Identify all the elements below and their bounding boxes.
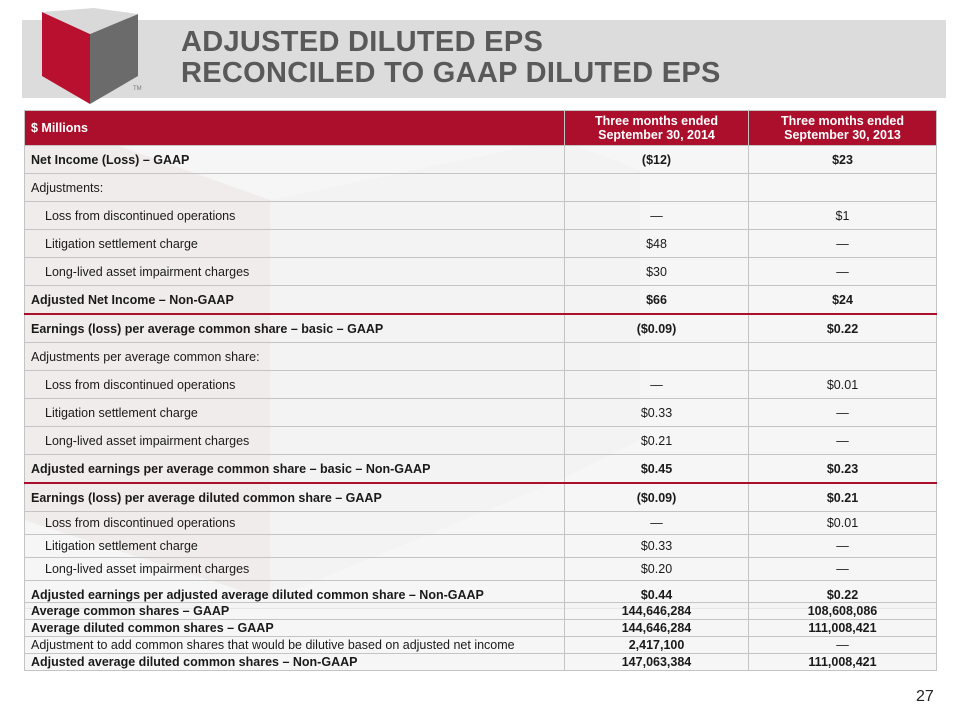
table-header-row: $ Millions Three months ended September … xyxy=(24,110,937,146)
table-row: Litigation settlement charge $0.33 — xyxy=(24,534,937,558)
value-2013: $0.01 xyxy=(748,511,937,535)
table-row: Litigation settlement charge $48 — xyxy=(24,229,937,258)
row-label: Long-lived asset impairment charges xyxy=(24,426,565,455)
row-label: Earnings (loss) per average diluted comm… xyxy=(24,482,565,512)
value-2014: $0.33 xyxy=(564,398,749,427)
value-2013: $24 xyxy=(748,285,937,315)
value-2013: 111,008,421 xyxy=(748,619,937,637)
row-label: Average common shares – GAAP xyxy=(24,602,565,620)
value-2013: $0.01 xyxy=(748,370,937,399)
value-2013: — xyxy=(748,534,937,558)
value-2013: — xyxy=(748,398,937,427)
value-2014: $0.45 xyxy=(564,454,749,484)
header-millions: $ Millions xyxy=(24,110,565,146)
table-row: Long-lived asset impairment charges $0.2… xyxy=(24,426,937,455)
header-2013: Three months ended September 30, 2013 xyxy=(748,110,937,146)
table-row: Long-lived asset impairment charges $0.2… xyxy=(24,557,937,581)
row-label: Loss from discontinued operations xyxy=(24,511,565,535)
value-2014: — xyxy=(564,370,749,399)
table-row: Average diluted common shares – GAAP 144… xyxy=(24,619,937,637)
value-2013: $0.23 xyxy=(748,454,937,484)
table-row: Average common shares – GAAP 144,646,284… xyxy=(24,602,937,620)
table-row: Loss from discontinued operations — $1 xyxy=(24,201,937,230)
value-2014: 147,063,384 xyxy=(564,653,749,671)
eps-reconciliation-table: $ Millions Three months ended September … xyxy=(24,110,937,609)
table-row: Loss from discontinued operations — $0.0… xyxy=(24,511,937,535)
row-label: Loss from discontinued operations xyxy=(24,201,565,230)
table-row: Adjustments per average common share: xyxy=(24,342,937,371)
row-label: Adjustments per average common share: xyxy=(24,342,565,371)
page-number: 27 xyxy=(916,688,934,705)
value-2013: — xyxy=(748,229,937,258)
row-label: Adjusted Net Income – Non-GAAP xyxy=(24,285,565,315)
table-row: Net Income (Loss) – GAAP ($12) $23 xyxy=(24,145,937,174)
row-label: Litigation settlement charge xyxy=(24,534,565,558)
row-label: Net Income (Loss) – GAAP xyxy=(24,145,565,174)
table-row: Litigation settlement charge $0.33 — xyxy=(24,398,937,427)
value-2013: 108,608,086 xyxy=(748,602,937,620)
value-2013: $1 xyxy=(748,201,937,230)
value-2014: — xyxy=(564,511,749,535)
table-row: Adjusted earnings per average common sha… xyxy=(24,454,937,484)
value-2014: — xyxy=(564,201,749,230)
value-2014 xyxy=(564,342,749,371)
value-2014: $66 xyxy=(564,285,749,315)
value-2014: ($0.09) xyxy=(564,313,749,343)
value-2014: ($12) xyxy=(564,145,749,174)
value-2013 xyxy=(748,173,937,202)
page-title: ADJUSTED DILUTED EPS RECONCILED TO GAAP … xyxy=(181,27,721,89)
table-row: Adjusted average diluted common shares –… xyxy=(24,653,937,671)
table-row: Adjustment to add common shares that wou… xyxy=(24,636,937,654)
value-2013: — xyxy=(748,636,937,654)
row-label: Long-lived asset impairment charges xyxy=(24,257,565,286)
table-row: Earnings (loss) per average common share… xyxy=(24,313,937,343)
row-label: Adjusted earnings per average common sha… xyxy=(24,454,565,484)
table-row: Earnings (loss) per average diluted comm… xyxy=(24,482,937,512)
value-2013: — xyxy=(748,557,937,581)
value-2013: $0.21 xyxy=(748,482,937,512)
row-label: Average diluted common shares – GAAP xyxy=(24,619,565,637)
value-2014: 144,646,284 xyxy=(564,619,749,637)
value-2014: 144,646,284 xyxy=(564,602,749,620)
value-2013 xyxy=(748,342,937,371)
value-2014: $48 xyxy=(564,229,749,258)
title-line-2: RECONCILED TO GAAP DILUTED EPS xyxy=(181,57,721,89)
value-2014: $0.20 xyxy=(564,557,749,581)
trademark-mark: TM xyxy=(133,86,142,92)
value-2013: — xyxy=(748,426,937,455)
table-row: Adjusted Net Income – Non-GAAP $66 $24 xyxy=(24,285,937,315)
header-2014: Three months ended September 30, 2014 xyxy=(564,110,749,146)
value-2014: $0.21 xyxy=(564,426,749,455)
value-2014: $0.33 xyxy=(564,534,749,558)
value-2014: $30 xyxy=(564,257,749,286)
row-label: Long-lived asset impairment charges xyxy=(24,557,565,581)
value-2014: ($0.09) xyxy=(564,482,749,512)
row-label: Litigation settlement charge xyxy=(24,398,565,427)
row-label: Litigation settlement charge xyxy=(24,229,565,258)
row-label: Earnings (loss) per average common share… xyxy=(24,313,565,343)
row-label: Adjustment to add common shares that wou… xyxy=(24,636,565,654)
value-2014 xyxy=(564,173,749,202)
row-label: Loss from discontinued operations xyxy=(24,370,565,399)
title-band xyxy=(22,20,946,98)
value-2013: 111,008,421 xyxy=(748,653,937,671)
shares-table: Average common shares – GAAP 144,646,284… xyxy=(24,602,937,671)
title-line-1: ADJUSTED DILUTED EPS xyxy=(181,26,544,58)
value-2013: — xyxy=(748,257,937,286)
value-2013: $23 xyxy=(748,145,937,174)
value-2014: 2,417,100 xyxy=(564,636,749,654)
company-logo xyxy=(42,8,138,104)
row-label: Adjustments: xyxy=(24,173,565,202)
table-row: Adjustments: xyxy=(24,173,937,202)
value-2013: $0.22 xyxy=(748,313,937,343)
table-row: Loss from discontinued operations — $0.0… xyxy=(24,370,937,399)
row-label: Adjusted average diluted common shares –… xyxy=(24,653,565,671)
table-row: Long-lived asset impairment charges $30 … xyxy=(24,257,937,286)
